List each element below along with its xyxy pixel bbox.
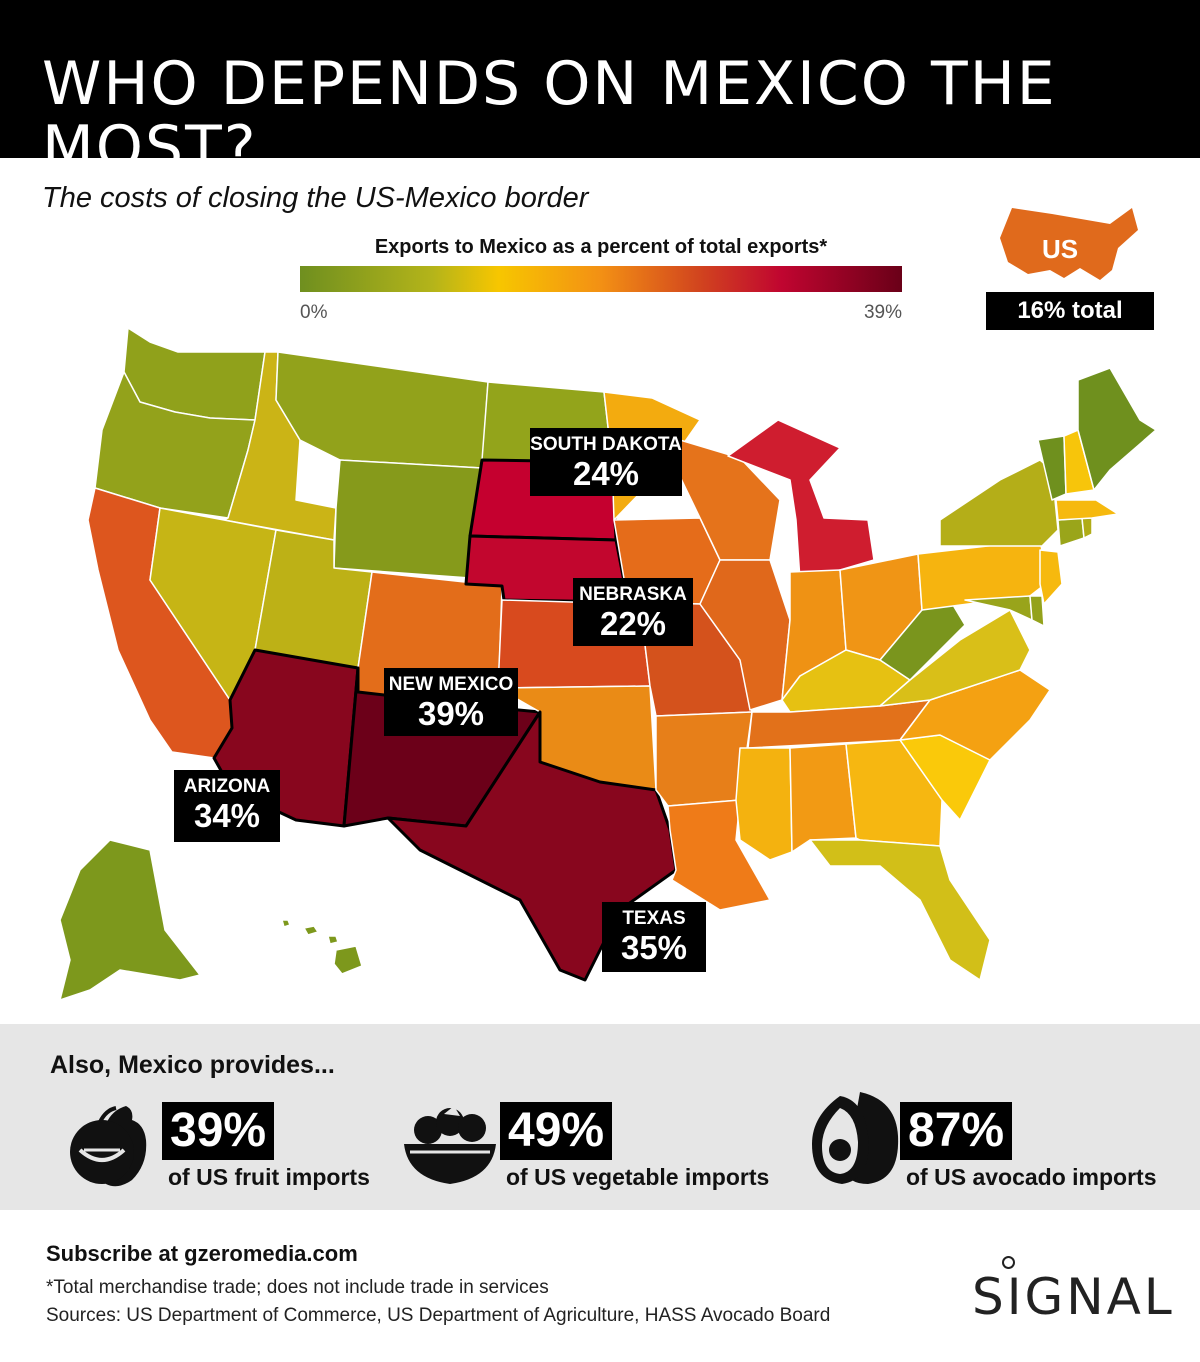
page-title: WHO DEPENDS ON MEXICO THE MOST? xyxy=(42,49,1057,183)
state-name: NEBRASKA xyxy=(579,584,687,605)
title-bar: WHO DEPENDS ON MEXICO THE MOST? xyxy=(0,0,1200,180)
legend-min-label: 0% xyxy=(300,302,328,323)
state-label-arizona: ARIZONA 34% xyxy=(174,770,280,842)
state-alaska xyxy=(59,839,201,1001)
stat-fruit-label: of US fruit imports xyxy=(168,1164,370,1190)
legend-max-label: 39% xyxy=(863,302,902,323)
avocado-icon xyxy=(812,1092,899,1184)
state-value: 35% xyxy=(620,929,688,966)
state-label-texas: TEXAS 35% xyxy=(602,902,706,972)
state-florida xyxy=(809,839,991,981)
state-wyoming xyxy=(333,459,483,579)
state-value: 24% xyxy=(572,455,640,492)
stat-vegetable-label: of US vegetable imports xyxy=(506,1164,770,1190)
state-alabama xyxy=(789,743,857,853)
state-massachusetts xyxy=(1055,499,1119,521)
state-connecticut xyxy=(1057,517,1085,547)
stat-fruit-value: 39% xyxy=(162,1102,275,1160)
state-value: 22% xyxy=(599,605,667,642)
state-montana xyxy=(275,351,489,469)
state-michigan xyxy=(727,419,875,581)
state-label-new-mexico: NEW MEXICO 39% xyxy=(384,668,518,736)
subscribe-text: Subscribe at gzeromedia.com xyxy=(46,1241,358,1266)
state-label-south-dakota: SOUTH DAKOTA 24% xyxy=(530,428,682,496)
state-maine xyxy=(1077,367,1157,491)
state-label-nebraska: NEBRASKA 22% xyxy=(573,578,693,646)
state-north-carolina xyxy=(899,669,1051,761)
state-west-virginia xyxy=(879,599,966,681)
state-rhode-island xyxy=(1081,517,1093,539)
stat-avocado-value: 87% xyxy=(900,1102,1013,1160)
sources: Sources: US Department of Commerce, US D… xyxy=(46,1305,831,1326)
provides-heading: Also, Mexico provides... xyxy=(50,1051,335,1079)
logo-dot xyxy=(1002,1256,1015,1269)
subtitle: The costs of closing the US-Mexico borde… xyxy=(42,182,589,214)
stat-avocado-label: of US avocado imports xyxy=(906,1164,1157,1190)
signal-logo: SIGNAL xyxy=(972,1268,1175,1326)
state-delaware xyxy=(1029,595,1045,627)
state-new-jersey xyxy=(1039,549,1063,605)
state-virginia xyxy=(879,609,1031,707)
state-name: NEW MEXICO xyxy=(388,674,514,695)
legend-color-scale xyxy=(300,266,902,292)
us-map-icon-label: US xyxy=(1042,234,1078,264)
state-illinois xyxy=(699,559,791,711)
state-name: TEXAS xyxy=(622,908,686,929)
state-hawaii xyxy=(281,919,363,975)
us-map-icon xyxy=(1000,208,1138,280)
fruit-icon xyxy=(70,1106,147,1187)
state-mississippi xyxy=(735,747,793,861)
footnote: *Total merchandise trade; does not inclu… xyxy=(46,1277,549,1298)
state-value: 39% xyxy=(417,695,485,732)
state-name: ARIZONA xyxy=(183,776,271,797)
vegetable-bowl-icon xyxy=(404,1106,496,1184)
state-new-york xyxy=(939,459,1059,547)
legend-title: Exports to Mexico as a percent of total … xyxy=(374,236,828,258)
stat-vegetable-value: 49% xyxy=(500,1102,613,1160)
us-total-value: 16% total xyxy=(986,292,1154,330)
us-choropleth-map: US xyxy=(59,208,1157,1001)
state-value: 34% xyxy=(193,797,261,834)
state-name: SOUTH DAKOTA xyxy=(530,434,682,455)
